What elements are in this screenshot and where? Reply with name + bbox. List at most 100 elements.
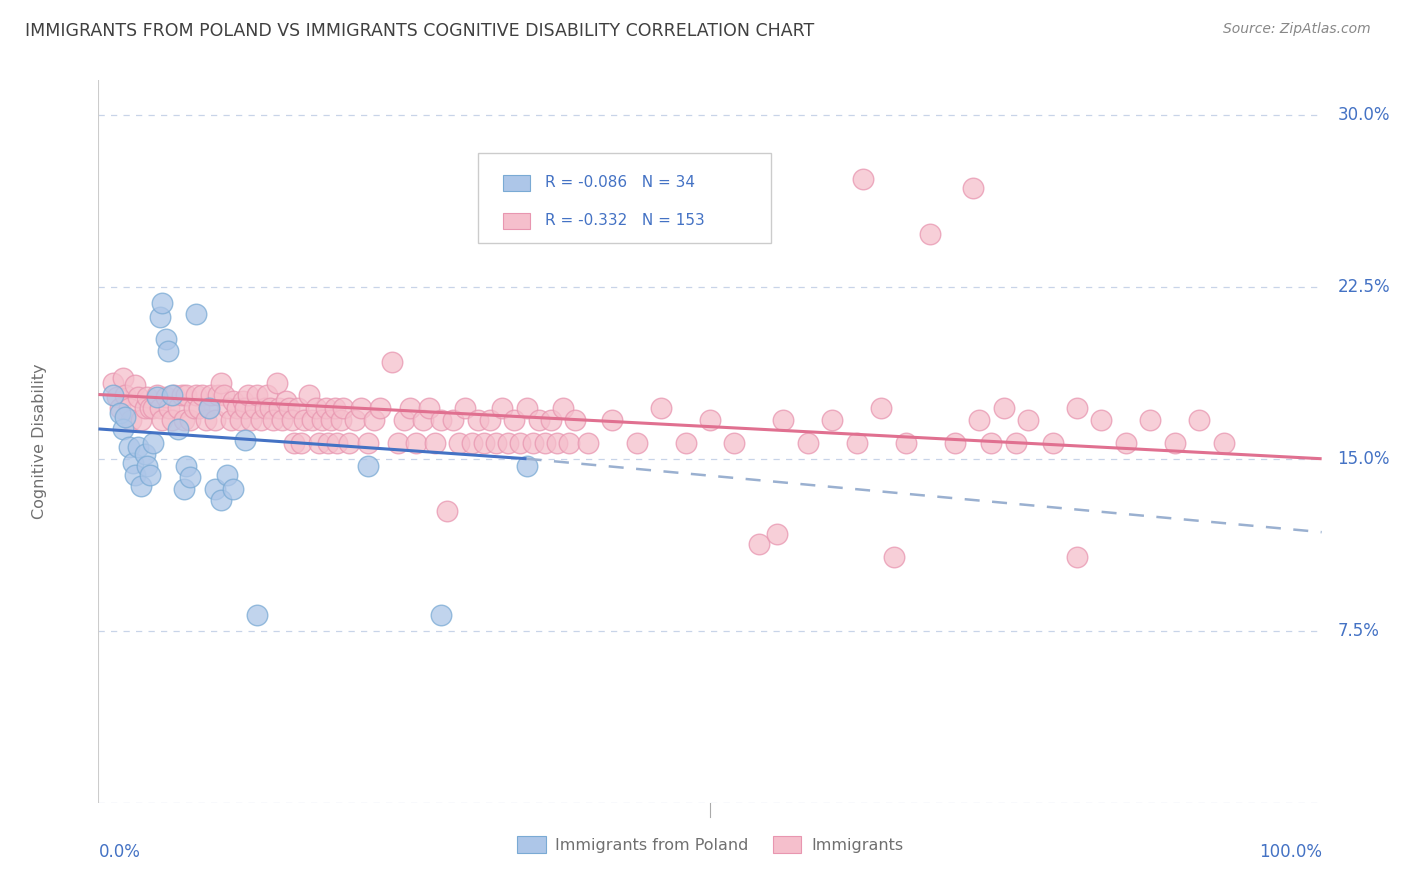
Point [600,413,623,427]
Point [157,343,180,358]
Point [105,390,128,404]
Point [553,401,575,416]
Point [197,401,219,416]
Point [186,307,208,321]
Point [262,413,284,427]
Point [1017,413,1039,427]
Point [318,435,340,450]
Point [101,387,124,401]
Point [118,440,141,454]
Point [183,401,205,416]
Point [160,387,183,401]
Text: 0.0%: 0.0% [98,843,141,861]
Point [269,401,291,416]
Point [280,413,302,427]
Point [246,387,269,401]
Point [186,387,208,401]
Text: 7.5%: 7.5% [1337,622,1379,640]
Point [1212,435,1234,450]
Point [319,413,342,427]
Point [176,458,198,473]
Point [522,435,544,450]
Point [368,401,391,416]
Point [852,172,875,186]
Point [460,435,482,450]
Point [233,434,256,448]
Point [173,413,195,427]
Text: 22.5%: 22.5% [1337,277,1391,296]
Point [214,387,236,401]
Point [1004,435,1026,450]
Point [496,435,519,450]
Point [387,435,409,450]
Point [323,401,346,416]
Point [576,435,599,450]
Point [229,413,252,427]
FancyBboxPatch shape [478,153,772,243]
Point [253,401,276,416]
Point [534,435,557,450]
Point [287,401,309,416]
Point [332,401,354,416]
Point [200,387,222,401]
Point [167,401,190,416]
Point [305,401,328,416]
Point [176,387,198,401]
Point [127,390,149,404]
Point [129,479,152,493]
Point [170,387,193,401]
Point [1066,550,1088,565]
Point [124,467,146,482]
Point [430,607,453,622]
Point [266,376,288,390]
Point [292,413,315,427]
Point [114,410,136,425]
Point [675,435,697,450]
Point [118,401,141,416]
Point [308,435,330,450]
Point [967,413,990,427]
Point [329,413,352,427]
Point [467,413,489,427]
Point [111,422,134,436]
Point [240,413,263,427]
Point [350,401,373,416]
Point [515,401,537,416]
Point [772,413,794,427]
Point [558,435,581,450]
Point [278,401,301,416]
Bar [503,175,530,191]
Point [204,482,226,496]
Point [392,413,416,427]
Point [626,435,648,450]
Point [515,458,537,473]
Text: 15.0%: 15.0% [1337,450,1391,467]
Point [209,376,232,390]
Point [980,435,1002,450]
Point [149,310,172,324]
Point [1164,435,1187,450]
Point [540,413,562,427]
Point [412,413,434,427]
Point [356,435,378,450]
Point [650,401,672,416]
Point [454,401,477,416]
Point [423,435,446,450]
Point [478,413,501,427]
Text: R = -0.332   N = 153: R = -0.332 N = 153 [546,213,704,228]
Point [149,401,172,416]
Point [527,413,550,427]
Point [943,435,966,450]
Point [797,435,820,450]
Point [418,401,440,416]
Point [134,401,156,416]
Point [1066,401,1088,416]
Point [503,413,526,427]
Point [101,376,124,390]
Point [195,413,218,427]
Point [139,467,162,482]
Point [564,413,586,427]
Point [139,401,162,416]
Legend: Immigrants from Poland, Immigrants: Immigrants from Poland, Immigrants [510,830,910,860]
Point [311,413,333,427]
